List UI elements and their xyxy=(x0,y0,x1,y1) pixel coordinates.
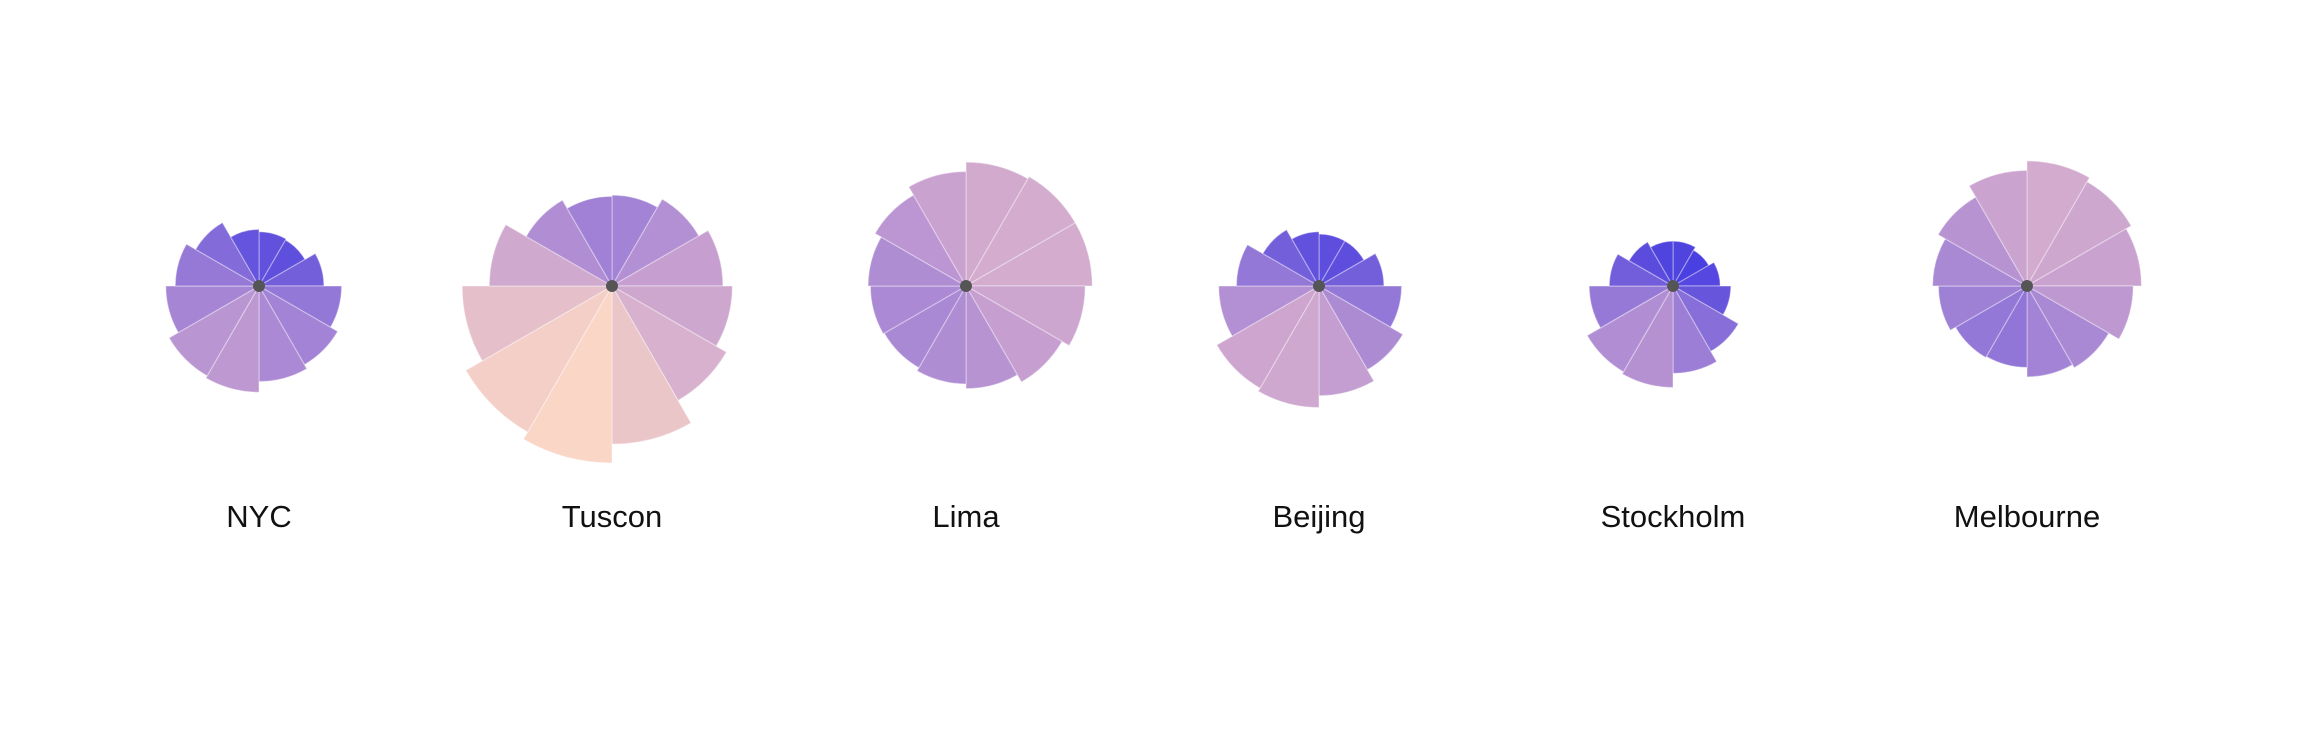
slice-melbourne-1 xyxy=(2026,160,2091,289)
radial-chart-tuscon: Tuscon xyxy=(461,194,733,534)
slice-stockholm-2 xyxy=(1671,249,1710,288)
charts-group: NYC Tuscon Lima Beijing Stockholm Melbourne xyxy=(165,160,2143,534)
slice-tuscon-9 xyxy=(461,285,615,362)
slice-melbourne-6 xyxy=(2026,283,2074,378)
slice-nyc-8 xyxy=(168,284,261,377)
slice-nyc-1 xyxy=(258,231,287,289)
center-dot xyxy=(253,280,265,292)
slice-lima-8 xyxy=(883,284,968,369)
slice-stockholm-6 xyxy=(1672,283,1718,374)
slice-stockholm-9 xyxy=(1588,285,1676,329)
slice-tuscon-2 xyxy=(610,198,700,288)
slice-lima-10 xyxy=(867,236,969,287)
slice-stockholm-4 xyxy=(1670,285,1732,316)
slice-melbourne-9 xyxy=(1937,285,2030,332)
slice-lima-9 xyxy=(869,285,969,335)
center-dot xyxy=(2021,280,2033,292)
slice-melbourne-3 xyxy=(2024,227,2143,287)
slice-melbourne-2 xyxy=(2025,180,2133,288)
city-label: NYC xyxy=(226,499,291,534)
city-label: Stockholm xyxy=(1601,499,1746,534)
slice-nyc-5 xyxy=(257,284,339,366)
slice-melbourne-11 xyxy=(1937,196,2029,288)
slice-lima-11 xyxy=(874,194,968,288)
slice-beijing-6 xyxy=(1318,283,1375,397)
radial-chart-melbourne: Melbourne xyxy=(1931,160,2143,534)
slice-stockholm-1 xyxy=(1672,240,1697,289)
slice-tuscon-12 xyxy=(566,195,613,289)
slice-beijing-7 xyxy=(1257,283,1320,409)
center-dot xyxy=(1313,280,1325,292)
slice-tuscon-3 xyxy=(609,229,724,287)
slice-stockholm-3 xyxy=(1670,261,1721,287)
slice-beijing-12 xyxy=(1291,231,1320,289)
slice-beijing-4 xyxy=(1316,285,1403,329)
slice-stockholm-8 xyxy=(1586,284,1675,373)
slice-nyc-10 xyxy=(174,243,262,287)
slice-tuscon-8 xyxy=(465,284,614,433)
radial-chart-nyc: NYC xyxy=(165,221,343,534)
slice-tuscon-5 xyxy=(610,284,728,402)
slice-tuscon-4 xyxy=(609,285,733,347)
slice-tuscon-7 xyxy=(522,283,613,464)
slice-beijing-10 xyxy=(1235,243,1322,287)
slice-nyc-2 xyxy=(257,239,306,288)
slice-lima-3 xyxy=(963,222,1093,287)
slice-nyc-4 xyxy=(256,285,343,329)
slice-stockholm-11 xyxy=(1628,241,1675,288)
slice-tuscon-11 xyxy=(525,199,614,288)
slice-tuscon-1 xyxy=(611,194,659,289)
slice-lima-2 xyxy=(964,175,1077,288)
slice-beijing-11 xyxy=(1261,228,1321,288)
radial-chart-beijing: Beijing xyxy=(1215,228,1404,534)
slice-melbourne-8 xyxy=(1954,284,2029,359)
slice-nyc-9 xyxy=(165,285,262,334)
city-label: Tuscon xyxy=(562,499,663,534)
slice-stockholm-10 xyxy=(1608,253,1676,287)
slice-melbourne-4 xyxy=(2024,285,2134,340)
radial-chart-stockholm: Stockholm xyxy=(1586,240,1746,534)
slice-beijing-8 xyxy=(1215,284,1321,390)
slice-melbourne-5 xyxy=(2025,284,2110,369)
slice-tuscon-6 xyxy=(611,283,692,445)
city-label: Lima xyxy=(932,499,1000,534)
slice-beijing-1 xyxy=(1318,233,1346,289)
slice-nyc-11 xyxy=(194,221,261,288)
slice-lima-6 xyxy=(965,283,1019,390)
center-dot xyxy=(1667,280,1679,292)
slice-tuscon-10 xyxy=(488,223,615,287)
slice-nyc-3 xyxy=(256,252,325,287)
slice-lima-7 xyxy=(916,283,967,385)
slice-lima-12 xyxy=(907,170,967,289)
city-label: Melbourne xyxy=(1954,499,2100,534)
slice-nyc-12 xyxy=(229,228,260,289)
center-dot xyxy=(960,280,972,292)
radial-chart-lima: Lima xyxy=(867,161,1093,534)
slice-beijing-5 xyxy=(1317,284,1404,371)
slice-beijing-2 xyxy=(1317,240,1365,288)
slice-beijing-3 xyxy=(1316,252,1385,287)
city-label: Beijing xyxy=(1272,499,1365,534)
center-dot xyxy=(606,280,618,292)
slice-lima-4 xyxy=(963,285,1086,347)
slice-nyc-7 xyxy=(205,283,260,393)
slice-nyc-6 xyxy=(258,283,308,383)
slice-melbourne-12 xyxy=(1968,169,2028,289)
slice-lima-1 xyxy=(965,161,1029,289)
slice-melbourne-7 xyxy=(1985,283,2028,369)
slice-stockholm-5 xyxy=(1671,284,1740,353)
slice-lima-5 xyxy=(964,284,1063,383)
slice-stockholm-12 xyxy=(1649,240,1674,289)
slice-melbourne-10 xyxy=(1931,237,2030,287)
slice-stockholm-7 xyxy=(1621,283,1674,389)
slice-beijing-9 xyxy=(1218,285,1322,337)
